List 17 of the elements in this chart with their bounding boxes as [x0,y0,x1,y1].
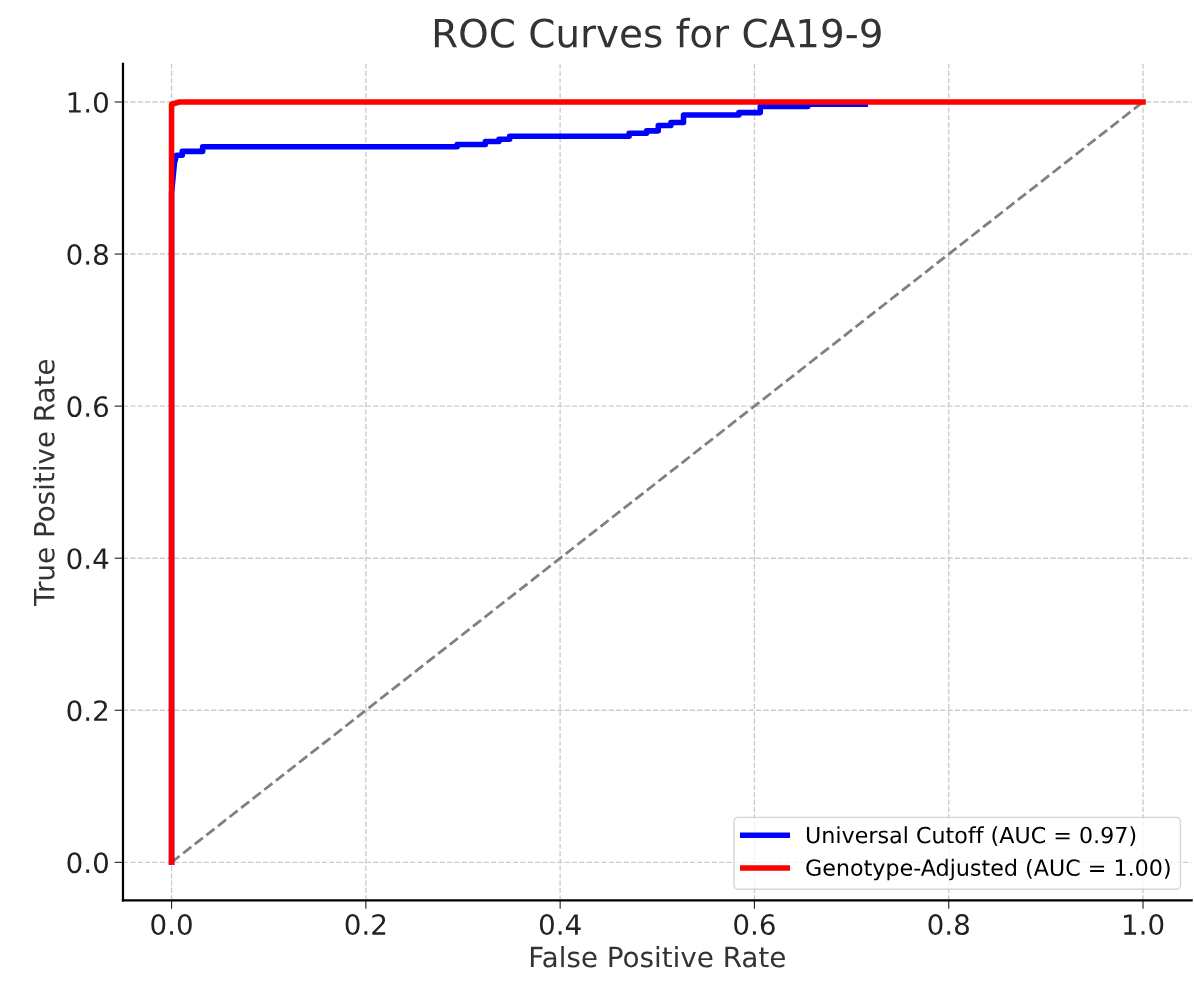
x-axis-title: False Positive Rate [530,945,785,968]
y-tick-label: 1.0 [68,91,108,113]
x-tick-label: 0.8 [928,914,969,936]
y-tick-label: 0.2 [67,700,108,722]
x-tick-label: 0.6 [734,914,775,936]
x-tick-label: 0.0 [151,914,192,936]
y-tick-label: 0.4 [67,548,109,570]
chart-title: ROC Curves for CA19-9 [434,17,881,48]
legend-label: Universal Cutoff (AUC = 0.97) [806,826,1136,847]
x-tick-label: 0.2 [345,914,386,936]
legend-label: Genotype-Adjusted (AUC = 1.00) [806,858,1170,881]
y-axis-title: True Positive Rate [33,359,55,606]
y-tick-label: 0.8 [67,243,108,265]
x-tick-label: 1.0 [1124,914,1164,936]
y-tick-label: 0.6 [67,396,109,418]
y-tick-label: 0.0 [67,852,108,874]
x-tick-label: 0.4 [539,914,581,936]
